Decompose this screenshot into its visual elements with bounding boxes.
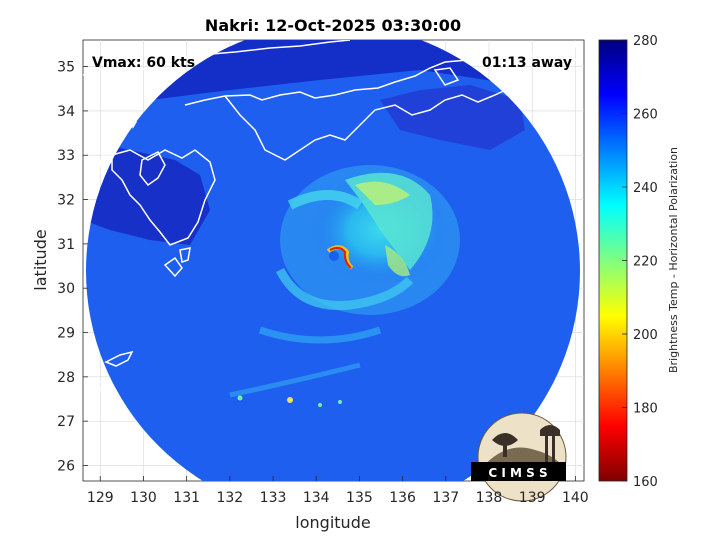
x-tick-label: 136: [389, 490, 416, 506]
coastline-shikoku-kyushu: [184, 43, 576, 106]
satellite-swath: [86, 40, 580, 481]
colorbar-tick-label: 280: [633, 34, 658, 49]
colorbar-tick-label: 160: [633, 475, 658, 490]
water-tower-icon: [540, 425, 560, 436]
y-tick-label: 35: [57, 60, 75, 76]
colorbar-tick-label: 180: [633, 402, 658, 417]
cimss-logo: C I M S S: [471, 412, 567, 502]
x-tick-label: 135: [346, 490, 373, 506]
coastlines: [83, 40, 579, 392]
x-tick-label: 132: [216, 490, 243, 506]
y-tick-label: 26: [57, 458, 75, 474]
y-tick-label: 30: [57, 281, 75, 297]
chart-title: Nakri: 12-Oct-2025 03:30:00: [205, 16, 461, 35]
y-tick-label: 28: [57, 370, 75, 386]
colorbar-tick-label: 260: [633, 108, 658, 123]
dish-icon: [492, 433, 518, 446]
x-tick-label: 139: [519, 490, 546, 506]
y-tick-label: 29: [57, 326, 75, 342]
colorbar-label: Brightness Temp - Horizontal Polarizatio…: [667, 147, 680, 373]
y-axis-label: latitude: [31, 229, 50, 290]
coastline-honshu: [83, 40, 351, 76]
colorbar-tick-label: 220: [633, 255, 658, 270]
y-tick-label: 33: [57, 148, 75, 164]
x-axis: 129 130 131 132 133 134 135 136 137 138 139 140: [87, 476, 589, 506]
y-tick-label: 32: [57, 193, 75, 209]
colorbar-tick-label: 240: [633, 181, 658, 196]
logo-text: C I M S S: [488, 466, 547, 480]
y-tick-label: 31: [57, 237, 75, 253]
y-tick-label: 27: [57, 414, 75, 430]
time-away-label: 01:13 away: [482, 55, 572, 71]
colorbar-tick-label: 200: [633, 328, 658, 343]
vmax-label: Vmax: 60 kts: [92, 55, 195, 71]
x-tick-label: 140: [562, 490, 589, 506]
x-axis-label: longitude: [295, 513, 370, 532]
y-tick-label: 34: [57, 104, 75, 120]
x-tick-label: 134: [303, 490, 330, 506]
x-tick-label: 133: [260, 490, 287, 506]
x-tick-label: 131: [173, 490, 200, 506]
x-tick-label: 129: [87, 490, 114, 506]
x-tick-label: 137: [432, 490, 459, 506]
colorbar-ticks: 160 180 200 220 240 260 280: [622, 34, 658, 490]
x-tick-label: 138: [476, 490, 503, 506]
y-axis: 26 27 28 29 30 31 32 33 34 35: [57, 60, 88, 474]
x-tick-label: 130: [130, 490, 157, 506]
land-cold-west: [86, 140, 210, 245]
